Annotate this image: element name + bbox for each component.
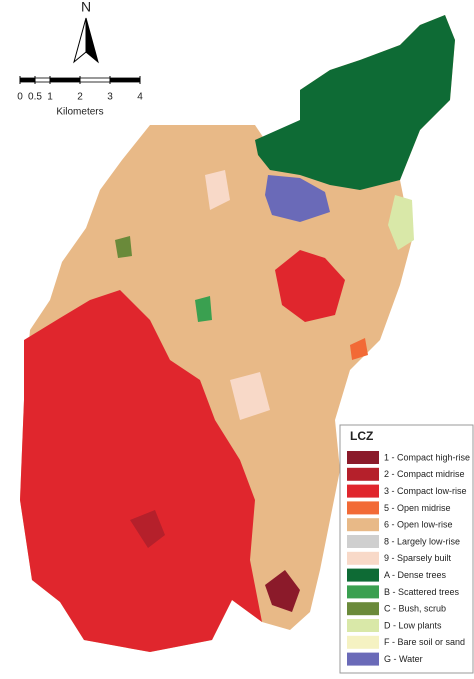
land-cover-map (20, 15, 455, 652)
legend-title: LCZ (350, 429, 373, 443)
scale-segment (109, 77, 141, 83)
legend-label: D - Low plants (384, 620, 442, 630)
region-sparsely-built (205, 170, 230, 210)
scale-label: 1 (47, 92, 53, 103)
legend-label: F - Bare soil or sand (384, 637, 465, 647)
scale-label: 0 (17, 92, 23, 103)
region-compact-high-rise (265, 570, 300, 612)
legend-swatch (347, 585, 379, 599)
scale-segment (19, 77, 36, 83)
arrow-right (85, 17, 99, 64)
legend-label: 9 - Sparsely built (384, 553, 452, 563)
scale-label: 2 (77, 92, 83, 103)
scale-bar: 0 0.5 1 2 3 4 Kilometers (17, 76, 143, 118)
scale-label: 4 (137, 92, 143, 103)
legend-label: 6 - Open low-rise (384, 520, 453, 530)
legend-swatch (347, 551, 379, 565)
legend-label: 8 - Largely low-rise (384, 536, 460, 546)
north-label: N (81, 0, 91, 15)
scale-unit: Kilometers (56, 107, 103, 118)
legend: LCZ 1 - Compact high-rise 2 - Compact mid… (339, 424, 474, 674)
legend-swatch (347, 467, 379, 481)
legend-label: C - Bush, scrub (384, 604, 446, 614)
region-compact-low-rise (20, 290, 262, 652)
region-low-plants (388, 195, 414, 250)
legend-swatch (347, 518, 379, 532)
region-water (265, 175, 330, 222)
north-arrow: N (73, 0, 99, 64)
legend-label: A - Dense trees (384, 570, 447, 580)
legend-label: 5 - Open midrise (384, 503, 451, 513)
region-scattered-trees (195, 296, 212, 322)
legend-swatch (347, 652, 379, 666)
legend-swatch (347, 619, 379, 632)
scale-label: 0.5 (28, 92, 42, 103)
legend-swatch (347, 635, 379, 649)
legend-label: G - Water (384, 654, 423, 664)
region-compact-low-rise (275, 250, 345, 322)
arrow-left (73, 17, 87, 64)
legend-swatch (347, 501, 379, 515)
legend-label: 2 - Compact midrise (384, 469, 465, 479)
legend-swatch (347, 451, 379, 464)
legend-swatch (347, 484, 379, 498)
region-dense-trees (255, 15, 455, 190)
legend-label: B - Scattered trees (384, 587, 460, 597)
legend-swatch (347, 568, 379, 582)
region-sparsely-built (230, 372, 270, 420)
region-compact-midrise (130, 510, 165, 548)
legend-swatch (347, 535, 379, 548)
legend-label: 3 - Compact low-rise (384, 486, 467, 496)
region-open-midrise (350, 338, 368, 360)
legend-label: 1 - Compact high-rise (384, 452, 470, 462)
legend-swatch (347, 602, 379, 616)
scale-label: 3 (107, 92, 113, 103)
scale-segment (49, 77, 81, 83)
region-bush-scrub (115, 236, 132, 258)
scale-segment (34, 77, 51, 83)
scale-segment (79, 77, 111, 83)
